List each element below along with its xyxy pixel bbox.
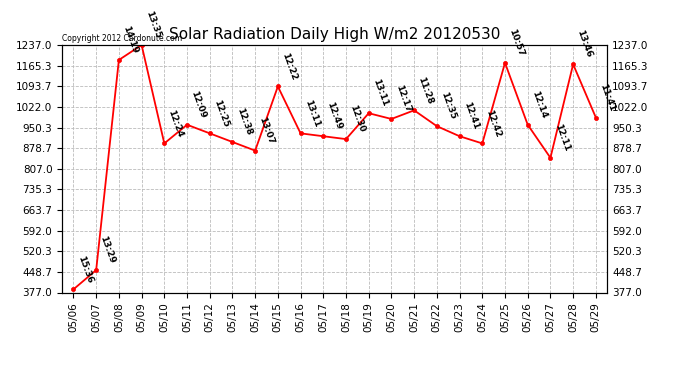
Text: 15:36: 15:36 (76, 254, 94, 284)
Text: 12:30: 12:30 (348, 104, 366, 134)
Text: 12:11: 12:11 (553, 123, 571, 153)
Text: 13:11: 13:11 (303, 98, 321, 128)
Text: 12:35: 12:35 (439, 91, 457, 121)
Text: 12:17: 12:17 (394, 84, 412, 114)
Text: 12:14: 12:14 (530, 90, 549, 120)
Text: 13:46: 13:46 (575, 29, 593, 59)
Text: 11:28: 11:28 (416, 75, 435, 105)
Text: 12:41: 12:41 (462, 101, 480, 131)
Text: 13:29: 13:29 (99, 235, 117, 265)
Text: 12:49: 12:49 (326, 101, 344, 131)
Text: 12:09: 12:09 (189, 90, 208, 120)
Text: 11:41: 11:41 (598, 82, 616, 112)
Text: 12:24: 12:24 (166, 108, 185, 138)
Text: Copyright 2012 Cardonute.com: Copyright 2012 Cardonute.com (62, 33, 182, 42)
Text: 14:19: 14:19 (121, 25, 139, 55)
Title: Solar Radiation Daily High W/m2 20120530: Solar Radiation Daily High W/m2 20120530 (169, 27, 500, 42)
Text: 12:38: 12:38 (235, 107, 253, 137)
Text: 12:25: 12:25 (212, 98, 230, 128)
Text: 13:11: 13:11 (371, 78, 389, 108)
Text: 13:35: 13:35 (144, 10, 162, 40)
Text: 10:57: 10:57 (507, 28, 526, 58)
Text: 13:07: 13:07 (257, 116, 276, 146)
Text: 12:42: 12:42 (484, 108, 503, 138)
Text: 12:22: 12:22 (280, 51, 298, 81)
